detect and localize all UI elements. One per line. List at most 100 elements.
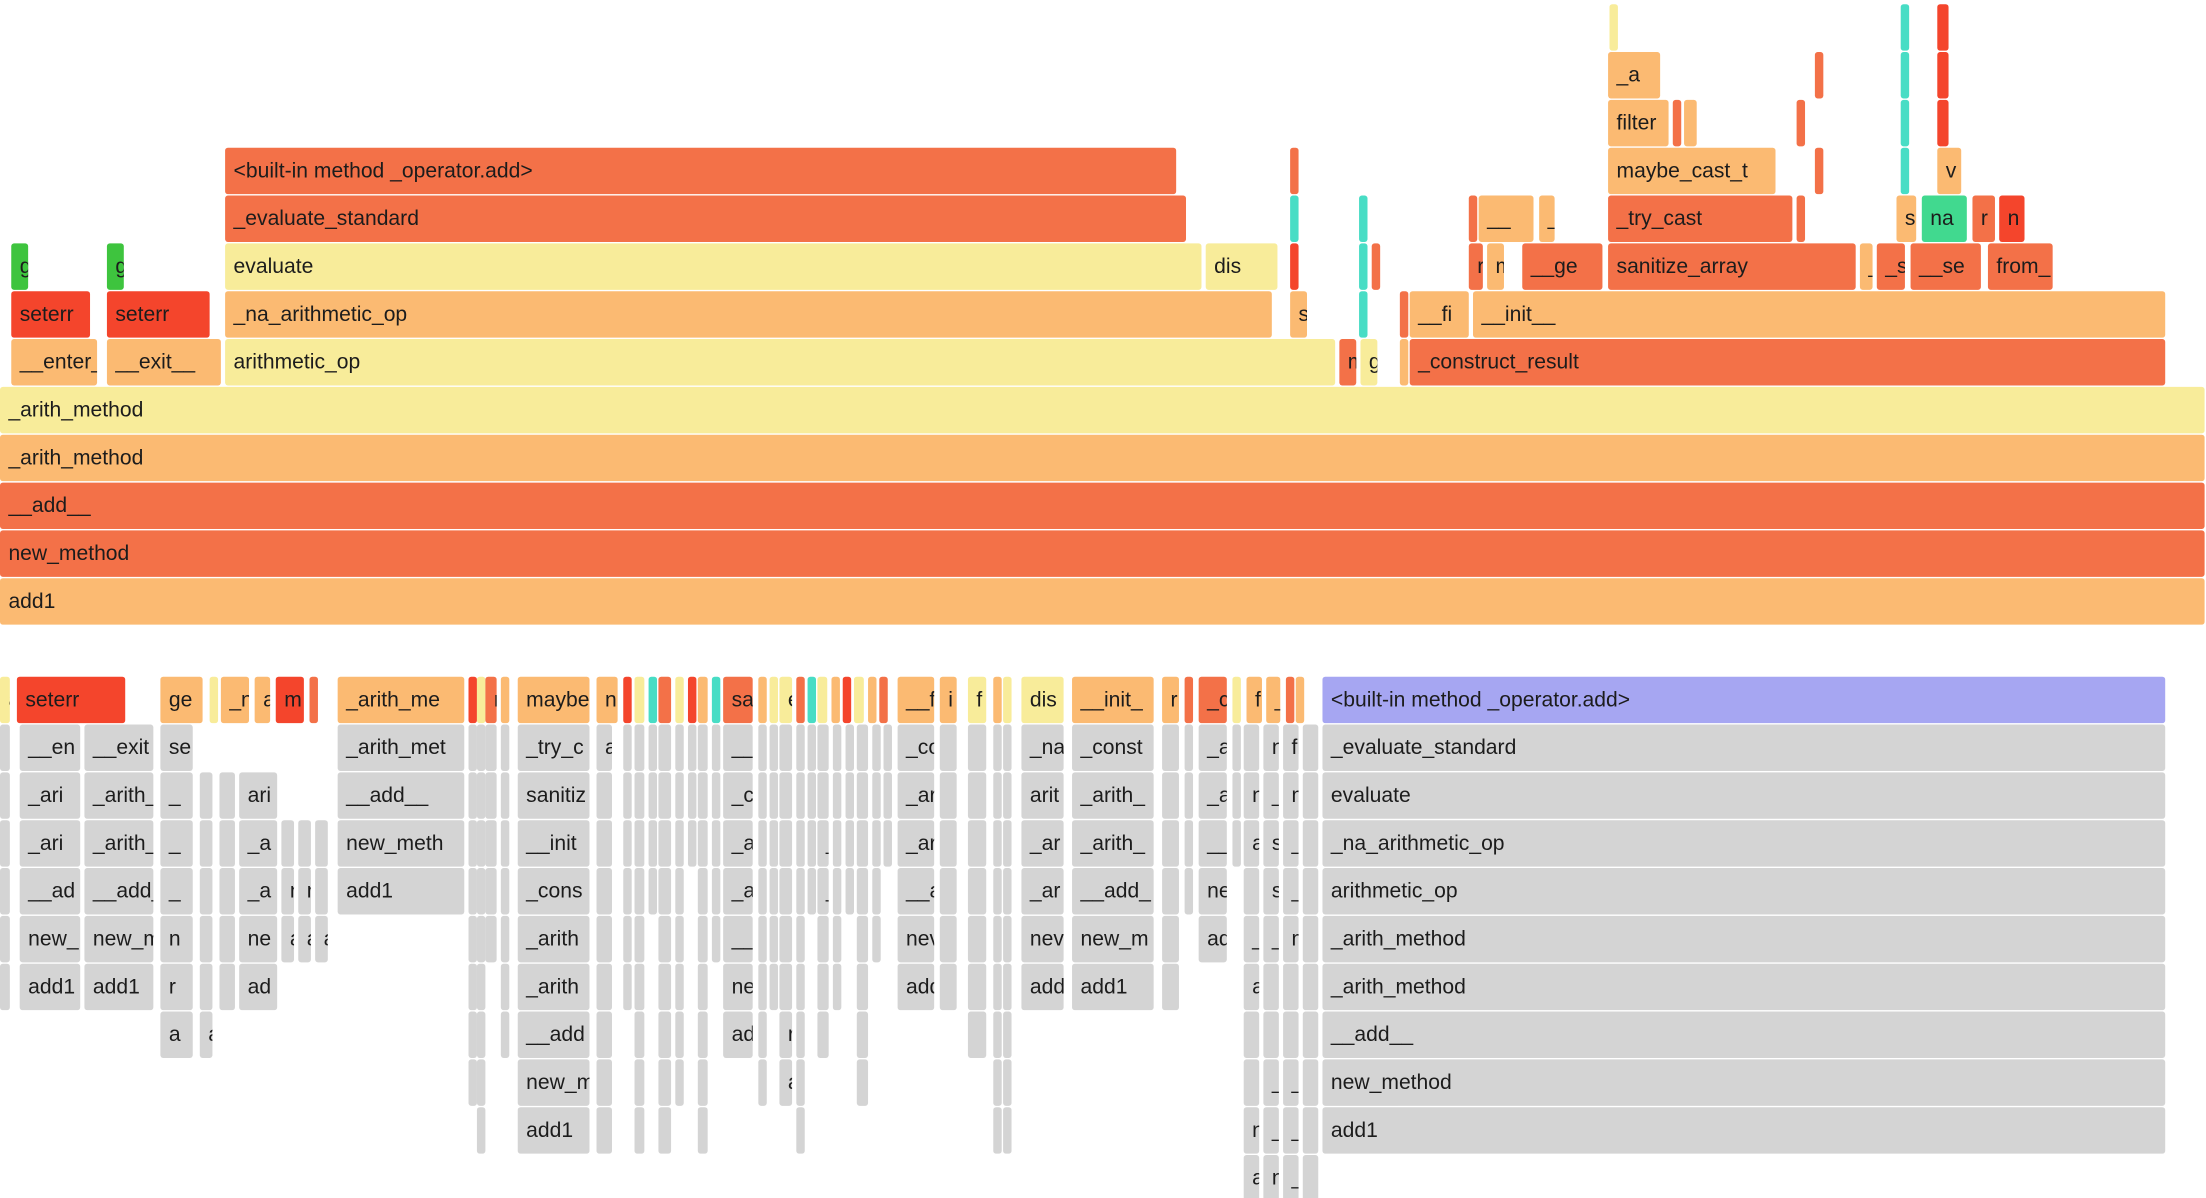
frame-bar[interactable]: ad (1198, 915, 1227, 963)
frame-sliver[interactable] (967, 963, 987, 1011)
frame-bar[interactable]: __init_ (1072, 676, 1154, 724)
frame-bar[interactable]: _ (1263, 1059, 1279, 1106)
frame-sliver[interactable] (769, 820, 779, 867)
frame-sliver[interactable] (648, 676, 658, 724)
frame-bar[interactable]: __exit__ (106, 339, 221, 386)
frame-sliver[interactable] (209, 676, 219, 724)
frame-sliver[interactable] (1814, 147, 1824, 195)
frame-sliver[interactable] (675, 1011, 684, 1058)
frame-sliver[interactable] (939, 868, 957, 915)
frame-sliver[interactable] (872, 868, 881, 915)
frame-bar[interactable]: _arith (517, 915, 590, 963)
frame-bar[interactable]: r (779, 1011, 793, 1058)
frame-sliver[interactable] (658, 772, 672, 819)
frame-sliver[interactable] (758, 820, 767, 867)
frame-sliver[interactable] (697, 1011, 708, 1058)
frame-sliver[interactable] (939, 772, 957, 819)
frame-bar[interactable]: dis (1205, 243, 1278, 290)
frame-sliver[interactable] (596, 1059, 612, 1106)
frame-sliver[interactable] (1232, 724, 1241, 771)
frame-sliver[interactable] (796, 820, 805, 867)
frame-bar[interactable]: r (1162, 676, 1179, 724)
frame-sliver[interactable] (845, 868, 854, 915)
frame-sliver[interactable] (1900, 4, 1910, 51)
frame-sliver[interactable] (796, 724, 805, 771)
frame-sliver[interactable] (779, 772, 793, 819)
frame-sliver[interactable] (796, 1107, 805, 1154)
frame-bar[interactable]: sanitize_array (1608, 243, 1856, 290)
frame-sliver[interactable] (883, 724, 892, 771)
frame-bar[interactable]: __add__ (1322, 1011, 2166, 1058)
frame-sliver[interactable] (1468, 195, 1478, 242)
frame-sliver[interactable] (779, 820, 793, 867)
frame-sliver[interactable] (1399, 339, 1409, 386)
frame-sliver[interactable] (967, 772, 987, 819)
frame-sliver[interactable] (298, 820, 311, 867)
frame-sliver[interactable] (1003, 1059, 1012, 1106)
frame-sliver[interactable] (711, 772, 721, 819)
frame-sliver[interactable] (485, 772, 497, 819)
frame-sliver[interactable] (807, 868, 816, 915)
frame-bar[interactable]: _ari (19, 820, 81, 867)
frame-sliver[interactable] (1609, 4, 1618, 51)
frame-sliver[interactable] (658, 915, 672, 963)
frame-bar[interactable]: __add__ (0, 482, 2205, 529)
frame-sliver[interactable] (856, 1059, 869, 1106)
frame-sliver[interactable] (856, 915, 869, 963)
frame-sliver[interactable] (1162, 820, 1179, 867)
frame-sliver[interactable] (468, 772, 477, 819)
frame-sliver[interactable] (1243, 1011, 1260, 1058)
frame-bar[interactable]: a (779, 1059, 793, 1106)
frame-bar[interactable]: new_m (84, 915, 154, 963)
frame-sliver[interactable] (1302, 820, 1319, 867)
frame-bar[interactable]: _const (1072, 724, 1154, 771)
selected-frame-bar[interactable]: <built-in method _operator.add> (1322, 676, 2166, 724)
frame-sliver[interactable] (1003, 915, 1012, 963)
frame-sliver[interactable] (796, 868, 805, 915)
frame-sliver[interactable] (856, 1011, 869, 1058)
frame-sliver[interactable] (817, 772, 829, 819)
frame-bar[interactable]: _a (239, 820, 278, 867)
frame-sliver[interactable] (596, 963, 612, 1011)
frame-sliver[interactable] (831, 676, 840, 724)
frame-sliver[interactable] (796, 1011, 805, 1058)
frame-bar[interactable]: filter (1608, 99, 1669, 147)
frame-bar[interactable]: m (1339, 339, 1357, 386)
frame-bar[interactable]: __add_ (84, 868, 154, 915)
frame-bar[interactable]: _a (817, 868, 829, 915)
frame-sliver[interactable] (634, 1059, 645, 1106)
frame-sliver[interactable] (872, 772, 881, 819)
frame-sliver[interactable] (939, 915, 957, 963)
frame-bar[interactable]: a (281, 915, 295, 963)
frame-sliver[interactable] (1937, 99, 1949, 147)
frame-bar[interactable]: arithmetic_op (225, 339, 1336, 386)
frame-sliver[interactable] (623, 915, 632, 963)
frame-bar[interactable]: _arith (517, 963, 590, 1011)
frame-sliver[interactable] (199, 915, 213, 963)
frame-bar[interactable]: _arith_method (1322, 963, 2166, 1011)
frame-bar[interactable]: _ar (1021, 868, 1064, 915)
frame-bar[interactable]: sa (723, 676, 753, 724)
frame-sliver[interactable] (199, 868, 213, 915)
frame-bar[interactable]: evaluate (225, 243, 1202, 290)
frame-sliver[interactable] (468, 1011, 477, 1058)
frame-sliver[interactable] (658, 676, 672, 724)
frame-sliver[interactable] (1184, 868, 1194, 915)
frame-sliver[interactable] (596, 1107, 612, 1154)
frame-sliver[interactable] (1285, 676, 1295, 724)
frame-sliver[interactable] (634, 915, 645, 963)
frame-sliver[interactable] (623, 820, 632, 867)
frame-bar[interactable]: _ (1283, 868, 1299, 915)
frame-sliver[interactable] (0, 915, 10, 963)
frame-sliver[interactable] (697, 1107, 708, 1154)
frame-sliver[interactable] (675, 724, 684, 771)
frame-sliver[interactable] (1003, 1107, 1012, 1154)
frame-sliver[interactable] (675, 1059, 684, 1106)
frame-sliver[interactable] (675, 772, 684, 819)
frame-bar[interactable]: add1 (1072, 963, 1154, 1011)
frame-sliver[interactable] (219, 868, 235, 915)
frame-bar[interactable]: m (1283, 915, 1299, 963)
frame-sliver[interactable] (309, 676, 318, 724)
frame-sliver[interactable] (758, 915, 767, 963)
